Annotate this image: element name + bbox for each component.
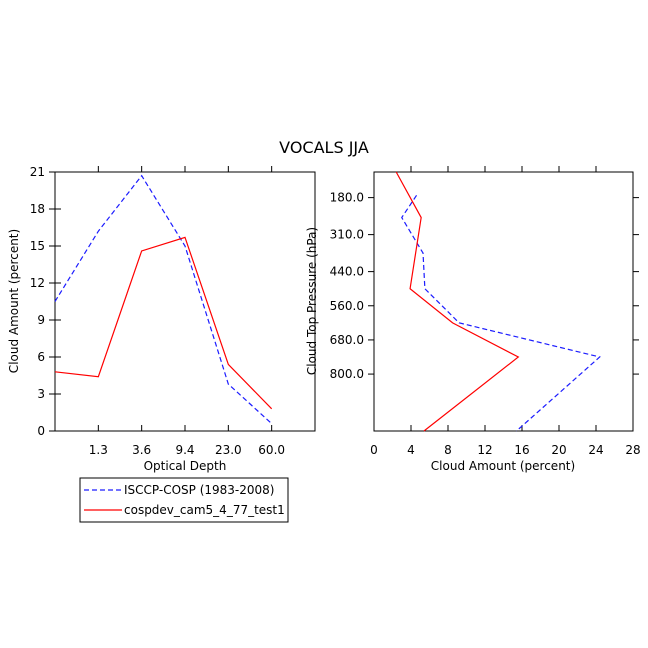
legend: ISCCP-COSP (1983-2008) cospdev_cam5_4_77… (79, 477, 289, 523)
left-series-line-isccp (54, 174, 273, 425)
legend-box (79, 477, 289, 523)
left-x-tick-label: 60.0 (258, 443, 285, 457)
right-plot: 0 4 8 12 16 20 24 28 180.0 310.0 440.0 560.0 680.0 80… (305, 166, 641, 473)
right-y-tick-label: 180.0 (330, 191, 364, 205)
left-y-tick-label: 6 (37, 350, 45, 364)
right-series-line-isccp (401, 195, 601, 432)
left-y-tick-label: 0 (37, 424, 45, 438)
legend-label-isccp: ISCCP-COSP (1983-2008) (124, 483, 274, 497)
left-series-line-cosp (54, 236, 273, 410)
right-y-tick-label: 680.0 (330, 333, 364, 347)
left-plot: 0 3 6 9 12 15 18 21 1.3 3.6 9.4 23.0 60.0 Optical De… (7, 165, 316, 473)
right-x-tick-label: 8 (444, 443, 452, 457)
right-x-tick-label: 20 (551, 443, 566, 457)
right-x-tick-label: 4 (407, 443, 415, 457)
left-x-tick-label: 23.0 (215, 443, 242, 457)
left-x-tick-label: 9.4 (175, 443, 194, 457)
right-x-tick-label: 28 (625, 443, 640, 457)
left-y-tick-label: 21 (30, 165, 45, 179)
right-x-tick-label: 24 (588, 443, 603, 457)
left-plot-frame (54, 171, 316, 432)
left-x-tick-label: 3.6 (132, 443, 151, 457)
right-x-axis-label: Cloud Amount (percent) (431, 459, 575, 473)
right-y-tick-label: 440.0 (330, 265, 364, 279)
legend-label-cosp: cospdev_cam5_4_77_test1 (124, 503, 285, 517)
right-y-tick-label: 310.0 (330, 228, 364, 242)
right-x-tick-label: 16 (514, 443, 529, 457)
right-series-line-cosp (395, 171, 520, 432)
left-y-tick-label: 15 (30, 239, 45, 253)
right-x-tick-label: 12 (477, 443, 492, 457)
right-y-axis-label: Cloud Top Pressure (hPa) (305, 227, 319, 375)
left-y-tick-label: 12 (30, 276, 45, 290)
left-x-axis-label: Optical Depth (144, 459, 227, 473)
right-y-tick-label: 560.0 (330, 299, 364, 313)
left-y-tick-label: 9 (37, 313, 45, 327)
left-y-axis-label: Cloud Amount (percent) (7, 229, 21, 373)
right-y-tick-label: 800.0 (330, 367, 364, 381)
chart-title: VOCALS JJA (279, 138, 369, 157)
left-x-tick-label: 1.3 (89, 443, 108, 457)
left-y-tick-label: 3 (37, 387, 45, 401)
right-x-tick-label: 0 (370, 443, 378, 457)
left-y-tick-label: 18 (30, 202, 45, 216)
right-plot-frame (373, 171, 634, 432)
